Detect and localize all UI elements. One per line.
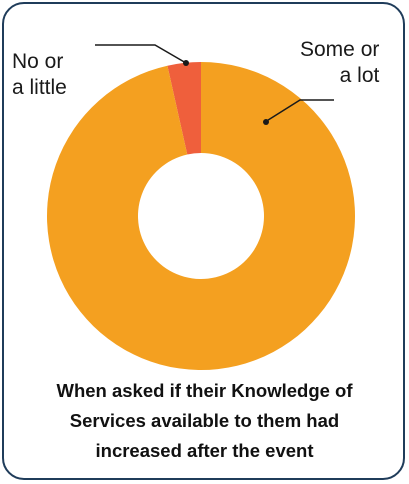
chart-caption: When asked if their Knowledge of Service… (12, 376, 397, 466)
caption-line: Services available to them had (69, 410, 340, 431)
leader-line-some-or-a-lot (264, 99, 334, 123)
slice-label-no-or-a-little: No or a little (12, 49, 67, 101)
slice-label-line: a little (12, 76, 67, 99)
caption-line: increased after the event (95, 440, 314, 461)
donut-slice-some-or-a-lot (46, 62, 355, 371)
slice-label-line: Some or (300, 38, 380, 61)
slice-label-line: a lot (339, 64, 380, 87)
leader-dot-some-or-a-lot (263, 119, 269, 125)
leader-line-no-or-a-little (95, 44, 187, 64)
slice-label-line: No or (12, 50, 64, 73)
leader-dot-no-or-a-little (183, 60, 189, 66)
donut-slice-no-or-a-little (167, 62, 201, 155)
donut-slices (46, 62, 355, 371)
slice-label-some-or-a-lot: Some or a lot (300, 37, 379, 89)
leader-lines (95, 44, 334, 125)
caption-line: When asked if their Knowledge of (56, 380, 353, 401)
